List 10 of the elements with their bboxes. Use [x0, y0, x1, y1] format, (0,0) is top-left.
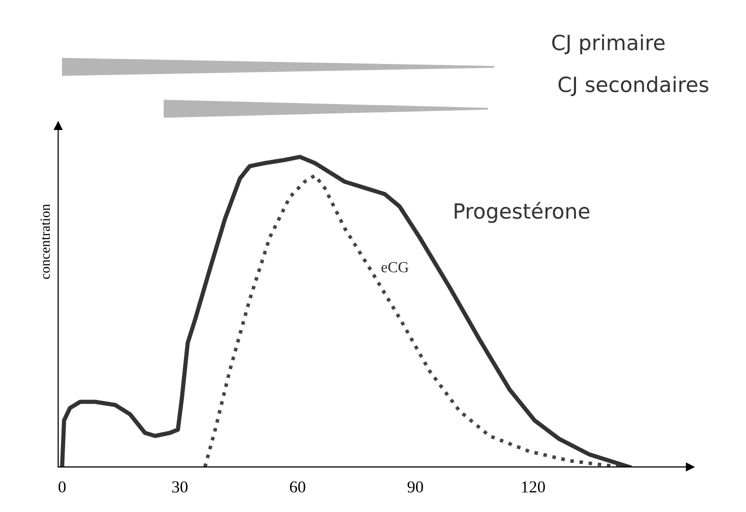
x-tick-label: 0	[58, 481, 66, 493]
x-tick-label: 90	[408, 481, 424, 493]
x-tick-label: 120	[522, 481, 545, 493]
x-tick-label: 60	[290, 481, 306, 493]
series-label: eCG	[382, 262, 408, 272]
text: CJ primaire	[552, 34, 665, 54]
series-label: Progestérone	[454, 202, 590, 223]
y-axis-title: concentration	[40, 204, 50, 279]
x-tick-label: 30	[172, 481, 188, 493]
text: CJ secondaires	[558, 76, 708, 96]
